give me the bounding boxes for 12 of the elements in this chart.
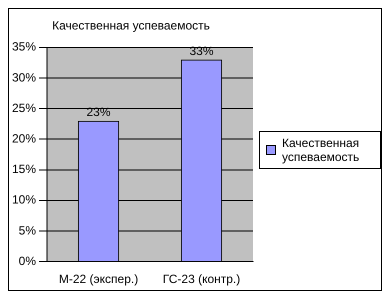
y-tick-label: 30% xyxy=(12,70,36,84)
y-tick-label: 15% xyxy=(12,162,36,176)
y-tick-label: 0% xyxy=(18,254,36,268)
chart-title: Качественная успеваемость xyxy=(52,18,210,33)
y-tick-label: 5% xyxy=(18,223,36,238)
y-tick-label: 20% xyxy=(12,132,36,146)
x-tick-label: ГС-23 (контр.) xyxy=(162,272,240,286)
y-tick-label: 35% xyxy=(12,40,36,54)
y-tick-label: 10% xyxy=(12,192,36,207)
y-tick-label: 25% xyxy=(12,100,36,115)
legend-label: Качественная успеваемость xyxy=(282,136,360,164)
x-tick-label: М-22 (экспер.) xyxy=(58,272,138,286)
